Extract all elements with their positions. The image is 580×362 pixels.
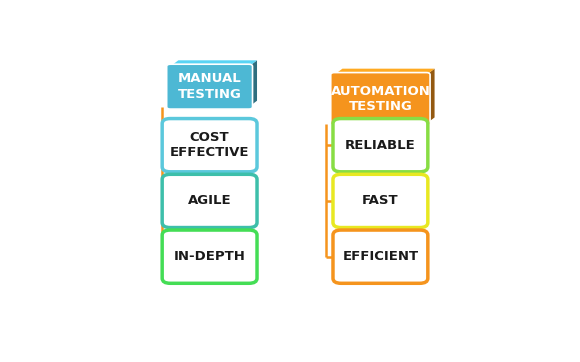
Text: MANUAL
TESTING: MANUAL TESTING <box>177 72 241 101</box>
FancyBboxPatch shape <box>333 174 428 228</box>
FancyBboxPatch shape <box>166 64 252 109</box>
Text: COST
EFFECTIVE: COST EFFECTIVE <box>170 131 249 159</box>
FancyBboxPatch shape <box>162 230 257 283</box>
Polygon shape <box>334 69 434 75</box>
FancyBboxPatch shape <box>331 72 430 126</box>
FancyBboxPatch shape <box>333 230 428 283</box>
Polygon shape <box>426 69 434 123</box>
FancyBboxPatch shape <box>162 174 257 228</box>
Text: AUTOMATION
TESTING: AUTOMATION TESTING <box>331 85 430 113</box>
Text: FAST: FAST <box>362 194 398 207</box>
Polygon shape <box>249 60 257 107</box>
Text: AGILE: AGILE <box>188 194 231 207</box>
FancyBboxPatch shape <box>162 119 257 172</box>
Polygon shape <box>171 60 257 67</box>
FancyBboxPatch shape <box>333 119 428 172</box>
Text: EFFICIENT: EFFICIENT <box>342 250 419 263</box>
Text: IN-DEPTH: IN-DEPTH <box>173 250 245 263</box>
Text: RELIABLE: RELIABLE <box>345 139 416 152</box>
